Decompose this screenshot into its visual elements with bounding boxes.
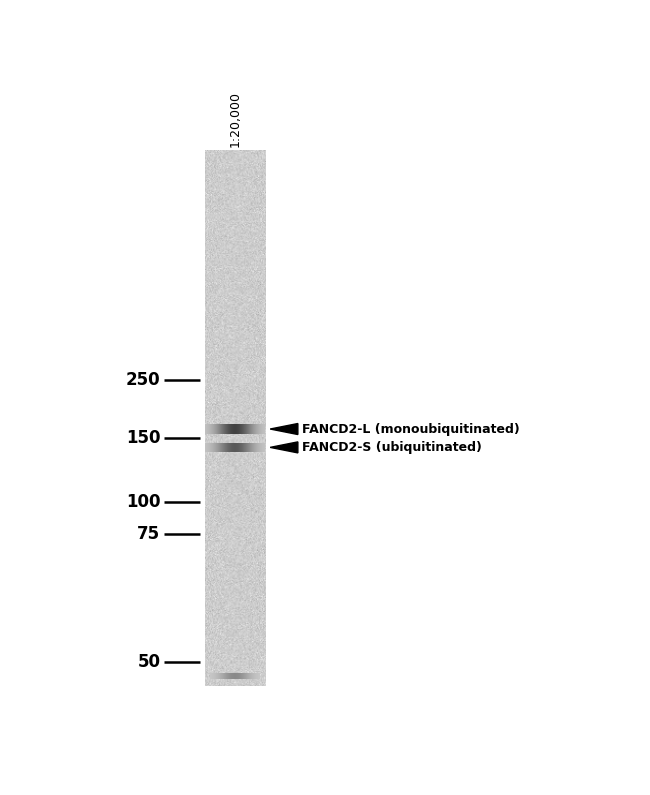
Polygon shape — [270, 442, 298, 453]
Text: 250: 250 — [125, 371, 161, 389]
Text: 75: 75 — [137, 525, 161, 543]
Text: FANCD2-S (ubiquitinated): FANCD2-S (ubiquitinated) — [302, 441, 482, 454]
Text: 150: 150 — [126, 429, 161, 448]
Text: 1:20,000: 1:20,000 — [228, 91, 241, 147]
Polygon shape — [270, 424, 298, 435]
Text: 50: 50 — [137, 653, 161, 671]
Text: 100: 100 — [126, 494, 161, 511]
Text: FANCD2-L (monoubiquitinated): FANCD2-L (monoubiquitinated) — [302, 422, 519, 436]
